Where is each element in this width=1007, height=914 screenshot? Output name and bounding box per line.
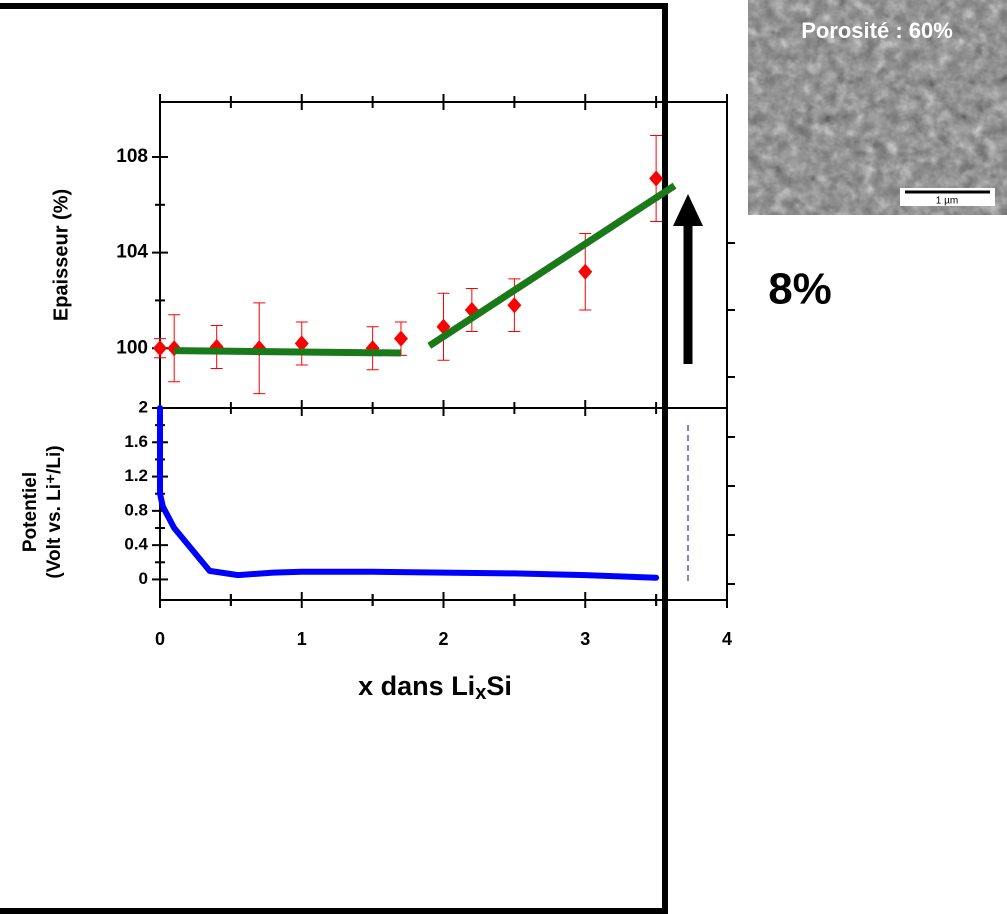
x-axis-title-part: x [475, 682, 486, 704]
y-tick-label: 2 [139, 397, 148, 416]
x-tick-label: 2 [438, 629, 448, 649]
image-texture [748, 0, 1007, 215]
increase-label: 8% [768, 265, 832, 314]
data-point [393, 330, 408, 347]
sem-image: Porosité : 60% 1 µm [748, 0, 1007, 215]
x-tick-label: 3 [580, 629, 590, 649]
x-axis-title-part: x dans Li [358, 671, 475, 701]
data-point [153, 340, 167, 357]
y-tick-label: 0.8 [124, 500, 148, 519]
arrow-head [673, 194, 703, 226]
scale-label: 1 µm [936, 196, 958, 207]
data-point [507, 297, 522, 314]
fit-line [174, 347, 402, 357]
frame [0, 3, 668, 914]
x-tick-label: 4 [722, 629, 732, 649]
y-axis-title: (Volt vs. Li⁺/Li) [44, 445, 65, 578]
data-point [578, 263, 593, 280]
y-tick-label: 1.2 [124, 466, 148, 485]
x-axis-title-part: Si [486, 671, 512, 701]
y-tick-label: 108 [116, 146, 148, 167]
data-point [294, 335, 309, 352]
image-label: Porosité : 60% [801, 18, 953, 43]
y-axis-title: Potentiel [20, 472, 41, 552]
x-axis-title: x dans LixSi [358, 671, 512, 704]
y-tick-label: 0.4 [124, 535, 148, 554]
x-tick-label: 0 [155, 629, 165, 649]
y-tick-label: 1.6 [124, 432, 148, 451]
y-tick-label: 0 [139, 569, 148, 588]
y-axis-title: Epaisseur (%) [50, 189, 72, 321]
fit-line [427, 182, 677, 349]
potential-line [157, 405, 660, 581]
x-tick-label: 1 [297, 629, 307, 649]
y-tick-label: 100 [116, 337, 148, 358]
data-point [649, 170, 664, 187]
plot-frame [159, 101, 728, 409]
y-tick-label: 104 [116, 242, 148, 263]
